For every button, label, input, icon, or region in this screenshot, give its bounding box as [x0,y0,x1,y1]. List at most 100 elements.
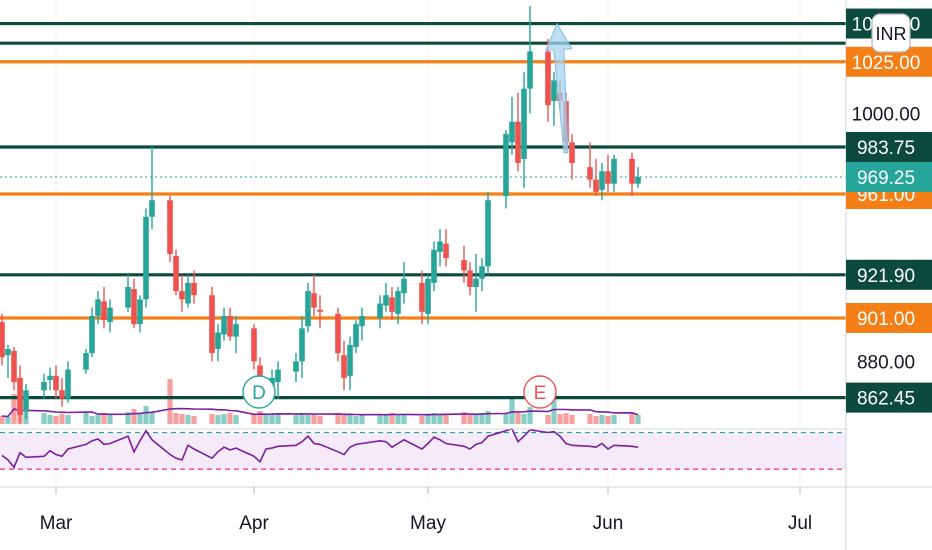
candle-body [473,278,479,287]
volume-bar [311,414,317,424]
volume-bar [131,409,137,424]
volume-bar [137,414,143,424]
volume-bar [515,413,521,424]
volume-bar [389,413,395,424]
volume-bar [47,415,53,424]
candle-body [299,328,305,362]
volume-bar [125,412,131,424]
price-axis[interactable]: 1043.501025.00983.75961.00921.90901.0086… [846,8,932,413]
volume-bar [401,415,407,424]
candle-body [305,291,311,327]
price-tag [846,302,932,333]
volume-bar [629,414,635,424]
candle-body [629,158,635,184]
volume-bar [437,415,443,424]
volume-bar [461,412,467,424]
price-tag [846,382,932,413]
candle-body [167,200,173,254]
candle-body [593,179,599,192]
volume-bar [335,413,341,424]
time-axis[interactable]: Mar Apr May Jun Jul [40,487,813,534]
volume-bar [611,415,617,424]
candle-body [131,289,137,325]
volume-bars [0,379,641,424]
candle-body [23,390,29,411]
candle-body [233,324,239,337]
volume-bar [305,415,311,424]
candle-body [605,171,611,184]
volume-bar [419,416,425,424]
volume-bar [599,415,605,424]
candle-body [335,313,341,354]
volume-bar [95,415,101,424]
candle-body [341,355,347,378]
projection-arrow[interactable] [545,22,573,154]
volume-bar [587,414,593,424]
candle-body [17,377,23,416]
candle-body [599,171,605,190]
volume-bar [65,415,71,424]
volume-bar [143,406,149,424]
last-price-tag [846,161,932,192]
volume-bar [605,416,611,424]
candle-body [227,315,233,337]
time-tick-label: Mar [40,513,73,534]
volume-bar [569,415,575,424]
rsi-band [0,432,846,470]
price-tick-label: 1000.00 [852,104,921,125]
volume-bar [173,413,179,424]
candle-body [221,315,227,335]
volume-bar [59,414,65,424]
volume-bar [503,414,509,424]
volume-bar [191,416,197,424]
candle-body [635,176,641,184]
volume-bar [83,412,89,424]
candle-body [5,348,11,356]
volume-bar [527,407,533,424]
volume-bar [545,415,551,424]
candle-body [191,282,197,296]
candle-body [107,307,113,323]
candle-body [485,200,491,267]
volume-bar [431,413,437,424]
volume-bar [107,414,113,424]
event-marker-label: E [534,383,547,404]
volume-bar [41,413,47,424]
volume-bar [467,415,473,424]
rsi-line [1,427,639,469]
currency-badge[interactable]: INR [871,13,911,53]
event-marker [523,375,557,409]
volume-bar [563,413,569,424]
arrow-shape [545,22,573,154]
volume-bar [353,416,359,424]
volume-bar [209,414,215,424]
volume-bar [377,414,383,424]
candle-body [569,142,575,164]
candle-body [251,328,257,362]
candle-body [179,291,185,300]
candle-body [0,322,5,358]
volume-bar [635,415,641,424]
candle-body [353,324,359,347]
candle-body [389,297,395,312]
candle-body [527,51,533,89]
volume-moving-average-line [1,407,639,418]
candle-body [551,80,557,102]
event-marker [242,375,276,409]
volume-bar [473,414,479,424]
candle-body [347,344,353,376]
candle-body [53,375,59,391]
volume-bar [269,414,275,424]
candle-body [149,200,155,217]
time-tick-label: Apr [239,513,269,534]
candle-body [59,390,65,399]
candle-body [443,243,449,259]
price-tag-label: 901.00 [857,309,915,330]
candle-body [503,134,509,197]
candle-body [611,158,617,184]
volume-bar [185,415,191,424]
candle-body [275,369,281,383]
candle-body [143,216,149,300]
